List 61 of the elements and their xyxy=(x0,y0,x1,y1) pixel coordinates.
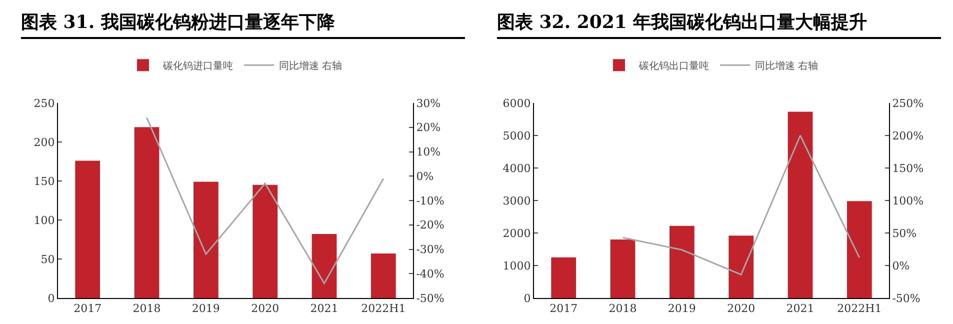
y-tick-label: 250 xyxy=(34,96,55,110)
y-tick-label: 0 xyxy=(48,292,55,305)
y-tick-label: 0 xyxy=(524,292,531,305)
y-tick-label: 3000 xyxy=(502,194,531,208)
legend-label: 同比增速 右轴 xyxy=(279,60,342,72)
y2-tick-label: -50% xyxy=(416,292,444,305)
y2-tick-label: 0% xyxy=(416,170,434,183)
y2-tick-label: 0% xyxy=(892,259,910,272)
x-tick-label: 2018 xyxy=(132,302,161,316)
y2-tick-label: -50% xyxy=(892,292,920,305)
x-tick-label: 2017 xyxy=(550,302,578,316)
y-tick-label: 4000 xyxy=(502,162,531,175)
bar xyxy=(75,160,100,298)
y2-tick-label: 20% xyxy=(416,121,441,134)
chart-title: 图表 31. 我国碳化钨粉进口量逐年下降 xyxy=(21,10,465,39)
bar xyxy=(370,254,396,298)
y2-tick-label: 250% xyxy=(892,96,924,110)
bar xyxy=(551,257,576,298)
legend-label: 碳化钨出口量吨 xyxy=(638,60,709,72)
bar xyxy=(252,184,278,298)
x-tick-label: 2022H1 xyxy=(361,302,406,316)
y2-tick-label: -20% xyxy=(416,218,444,232)
x-tick-label: 2017 xyxy=(74,302,102,316)
legend-label: 碳化钨进口量吨 xyxy=(162,60,233,72)
y2-tick-label: -30% xyxy=(416,243,444,256)
bar xyxy=(193,182,218,298)
x-tick-label: 2022H1 xyxy=(837,302,882,316)
bar xyxy=(134,127,160,298)
x-tick-label: 2019 xyxy=(668,302,696,316)
legend-label: 同比增速 右轴 xyxy=(755,60,818,72)
bar xyxy=(846,201,872,298)
x-tick-label: 2020 xyxy=(727,302,756,316)
x-tick-label: 2018 xyxy=(608,302,637,316)
y2-tick-label: -10% xyxy=(416,194,444,208)
y-tick-label: 50 xyxy=(40,252,55,266)
y-tick-label: 6000 xyxy=(502,96,531,110)
y2-tick-label: 50% xyxy=(892,226,917,240)
y2-tick-label: 150% xyxy=(892,162,924,175)
line-series xyxy=(622,134,860,276)
y2-tick-label: 200% xyxy=(892,129,924,142)
chart-title: 图表 32. 2021 年我国碳化钨出口量大幅提升 xyxy=(497,10,941,39)
y2-tick-label: -40% xyxy=(416,267,444,280)
bar xyxy=(669,226,694,298)
y-tick-label: 150 xyxy=(34,174,55,188)
bar xyxy=(312,234,337,298)
y2-tick-label: 10% xyxy=(416,146,441,159)
x-tick-label: 2020 xyxy=(251,302,280,316)
y-tick-label: 1000 xyxy=(502,259,531,272)
y2-tick-label: 100% xyxy=(892,194,924,208)
y-tick-label: 100 xyxy=(34,214,55,227)
bar xyxy=(728,236,754,298)
bar xyxy=(610,240,636,298)
y2-tick-label: 30% xyxy=(416,96,441,110)
line-series xyxy=(146,116,384,284)
y-tick-label: 2000 xyxy=(502,226,531,240)
bar xyxy=(788,112,813,298)
x-tick-label: 2019 xyxy=(192,302,220,316)
y-tick-label: 200 xyxy=(34,136,55,149)
x-tick-label: 2021 xyxy=(786,302,814,316)
x-tick-label: 2021 xyxy=(310,302,338,316)
y-tick-label: 5000 xyxy=(502,129,531,142)
